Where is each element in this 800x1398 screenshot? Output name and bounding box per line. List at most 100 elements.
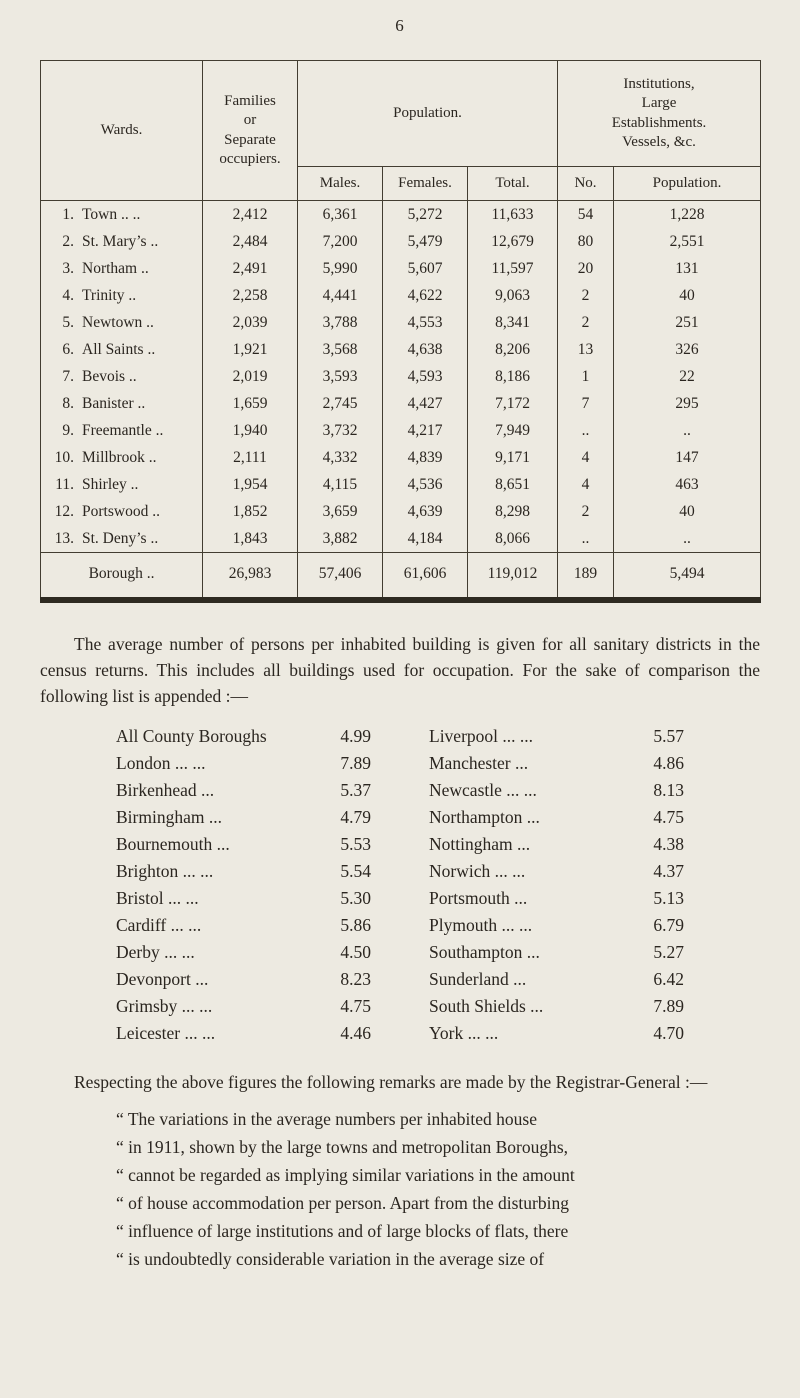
- males-value: 4,332: [297, 444, 383, 471]
- ward-cell: 5. Newtown ..: [40, 309, 203, 336]
- borough-total-label: Borough ..: [40, 552, 203, 601]
- borough-institutions-count-total: 189: [557, 552, 614, 601]
- ward-row: 1. Town .. .. 2,412 6,361 5,272 11,633 54…: [40, 200, 762, 228]
- females-value: 4,536: [382, 471, 468, 498]
- ward-cell: 3. Northam ..: [40, 255, 203, 282]
- district-name: All County Boroughs: [116, 726, 267, 746]
- ward-name: Shirley ..: [82, 476, 139, 493]
- ward-number: 8.: [62, 395, 74, 412]
- district-name: Portsmouth ...: [429, 888, 528, 908]
- ward-row: 13. St. Deny’s .. 1,843 3,882 4,184 8,066…: [40, 525, 762, 553]
- males-value: 3,593: [297, 363, 383, 390]
- list-item: Leicester ... ... 4.46: [116, 1020, 371, 1047]
- list-item: York ... ... 4.70: [429, 1020, 684, 1047]
- females-value: 4,839: [382, 444, 468, 471]
- ward-number: 6.: [62, 341, 74, 358]
- total-value: 8,066: [467, 525, 558, 553]
- district-name: London ... ...: [116, 753, 206, 773]
- ward-row: 7. Bevois .. 2,019 3,593 4,593 8,186 1 22: [40, 363, 762, 390]
- families-value: 2,019: [202, 363, 298, 390]
- males-value: 3,732: [297, 417, 383, 444]
- list-item: Bristol ... ... 5.30: [116, 885, 371, 912]
- institutions-count-value: 2: [557, 282, 614, 309]
- ward-number: 7.: [62, 368, 74, 385]
- list-item: All County Boroughs 4.99: [116, 723, 371, 750]
- persons-per-building-value: 4.75: [653, 807, 684, 827]
- borough-females-total: 61,606: [382, 552, 468, 601]
- institutions-population-value: ..: [612, 417, 762, 444]
- institutions-count-value: ..: [557, 525, 614, 553]
- institutions-population-value: ..: [612, 525, 762, 553]
- comparison-column-right: Liverpool ... ... 5.57 Manchester ... 4.…: [429, 723, 684, 1047]
- district-name: Derby ... ...: [116, 942, 195, 962]
- list-item: Cardiff ... ... 5.86: [116, 912, 371, 939]
- list-item: Southampton ... 5.27: [429, 939, 684, 966]
- list-item: Birmingham ... 4.79: [116, 804, 371, 831]
- header-institutions: Institutions, Large Establishments. Vess…: [556, 60, 762, 167]
- persons-per-building-value: 4.38: [653, 834, 684, 854]
- list-item: Liverpool ... ... 5.57: [429, 723, 684, 750]
- institutions-count-value: 20: [557, 255, 614, 282]
- families-value: 2,484: [202, 228, 298, 255]
- institutions-count-value: 54: [557, 200, 614, 228]
- comparison-list: All County Boroughs 4.99 London ... ... …: [40, 723, 760, 1047]
- persons-per-building-value: 7.89: [653, 996, 684, 1016]
- district-name: Plymouth ... ...: [429, 915, 533, 935]
- ward-cell: 2. St. Mary’s ..: [40, 228, 203, 255]
- total-value: 9,171: [467, 444, 558, 471]
- header-total: Total.: [467, 166, 558, 201]
- page-number: 6: [395, 16, 405, 35]
- list-item: Bournemouth ... 5.53: [116, 831, 371, 858]
- institutions-count-value: 1: [557, 363, 614, 390]
- ward-number: 3.: [62, 260, 74, 277]
- total-value: 9,063: [467, 282, 558, 309]
- persons-per-building-value: 4.86: [653, 753, 684, 773]
- ward-row: 10. Millbrook .. 2,111 4,332 4,839 9,171 …: [40, 444, 762, 471]
- families-value: 2,039: [202, 309, 298, 336]
- ward-name: St. Mary’s ..: [82, 233, 159, 250]
- ward-name: Freemantle ..: [82, 422, 164, 439]
- ward-number: 1.: [62, 206, 74, 223]
- list-item: Norwich ... ... 4.37: [429, 858, 684, 885]
- district-name: Nottingham ...: [429, 834, 531, 854]
- ward-name: All Saints ..: [82, 341, 156, 358]
- quote-line: “ of house accommodation per person. Apa…: [116, 1193, 569, 1213]
- ward-cell: 7. Bevois ..: [40, 363, 203, 390]
- families-value: 1,954: [202, 471, 298, 498]
- list-item: Nottingham ... 4.38: [429, 831, 684, 858]
- quote-line: “ in 1911, shown by the large towns and …: [116, 1137, 569, 1157]
- district-name: Leicester ... ...: [116, 1023, 216, 1043]
- persons-per-building-value: 5.54: [340, 861, 371, 881]
- ward-name: Millbrook ..: [82, 449, 157, 466]
- header-males: Males.: [297, 166, 383, 201]
- ward-cell: 9. Freemantle ..: [40, 417, 203, 444]
- institutions-count-value: 2: [557, 309, 614, 336]
- district-name: Newcastle ... ...: [429, 780, 537, 800]
- institutions-count-value: 4: [557, 444, 614, 471]
- quote-line: “ influence of large institutions and of…: [116, 1221, 569, 1241]
- institutions-population-value: 1,228: [612, 200, 762, 228]
- females-value: 4,639: [382, 498, 468, 525]
- institutions-population-value: 463: [612, 471, 762, 498]
- registrar-general-quote: “ The variations in the average numbers …: [116, 1105, 726, 1273]
- ward-cell: 8. Banister ..: [40, 390, 203, 417]
- header-families: Families or Separate occupiers.: [202, 60, 298, 201]
- families-value: 1,921: [202, 336, 298, 363]
- ward-cell: 1. Town .. ..: [40, 200, 203, 228]
- females-value: 5,479: [382, 228, 468, 255]
- borough-institutions-population-total: 5,494: [612, 552, 762, 601]
- families-value: 1,659: [202, 390, 298, 417]
- institutions-population-value: 40: [612, 498, 762, 525]
- ward-row: 2. St. Mary’s .. 2,484 7,200 5,479 12,679…: [40, 228, 762, 255]
- females-value: 4,217: [382, 417, 468, 444]
- district-name: South Shields ...: [429, 996, 544, 1016]
- list-item: Derby ... ... 4.50: [116, 939, 371, 966]
- institutions-population-value: 326: [612, 336, 762, 363]
- males-value: 2,745: [297, 390, 383, 417]
- males-value: 4,115: [297, 471, 383, 498]
- males-value: 6,361: [297, 200, 383, 228]
- district-name: Bristol ... ...: [116, 888, 199, 908]
- persons-per-building-value: 5.27: [653, 942, 684, 962]
- females-value: 4,593: [382, 363, 468, 390]
